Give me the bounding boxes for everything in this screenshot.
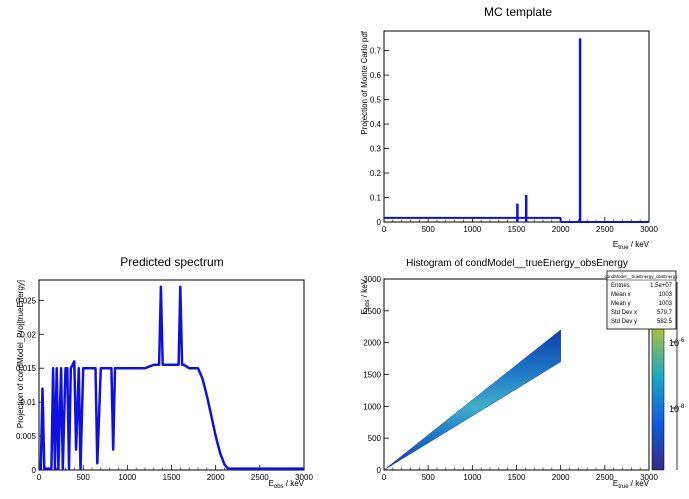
stats-label: Mean x xyxy=(611,292,631,298)
panel-histogram-2d: Histogram of condModel__trueEnergy_obsEn… xyxy=(360,258,685,490)
histogram-2d-xtick-label: 1500 xyxy=(508,473,526,482)
mc-template-xtick-label: 1000 xyxy=(463,225,481,234)
predicted-spectrum-xtick-label: 3000 xyxy=(295,473,313,482)
histogram-2d-xtick-label: 2000 xyxy=(552,473,570,482)
predicted-spectrum-line xyxy=(39,285,304,470)
histogram-2d-band xyxy=(383,329,561,471)
histogram-2d-ytick-label: 2500 xyxy=(363,307,381,316)
mc-template-ytick-label: 0.2 xyxy=(370,169,382,178)
stats-label: Entries xyxy=(611,283,630,289)
mc-template-ytick-label: 0.5 xyxy=(370,96,382,105)
colorbar-label-2: 10-8 xyxy=(669,404,685,414)
predicted-spectrum-ytick-label: 0.02 xyxy=(20,330,36,339)
mc-template-ytick-label: 0.3 xyxy=(370,145,382,154)
mc-template-ytick-label: 0.6 xyxy=(370,71,382,80)
histogram-2d-xtick-label: 3000 xyxy=(640,473,658,482)
histogram-2d-ytick-label: 500 xyxy=(368,434,382,443)
panel-predicted-spectrum: Predicted spectrum 0 500 1000 1500 2000 2500 3… xyxy=(16,255,313,490)
histogram-2d-ticks: 0 500 1000 1500 2000 2500 3000 0 500 1000 1500 2000… xyxy=(363,275,658,482)
mc-template-xtick-label: 2500 xyxy=(596,225,614,234)
stats-label: Std Dev y xyxy=(611,319,637,325)
mc-template-ticks: 0 500 1000 1500 2000 2500 3000 0 0.1 0.2 0.3 0.4 0.5… xyxy=(370,47,659,234)
predicted-spectrum-xtick-label: 0 xyxy=(37,473,42,482)
stats-value: 579.7 xyxy=(657,310,673,316)
stats-value: 1003 xyxy=(659,301,673,307)
predicted-spectrum-xtick-label: 2000 xyxy=(207,473,225,482)
predicted-spectrum-xtick-label: 1000 xyxy=(118,473,136,482)
mc-template-frame xyxy=(383,30,650,223)
histogram-2d-xtick-label: 0 xyxy=(382,473,387,482)
stats-label: Mean y xyxy=(611,301,631,307)
predicted-spectrum-xtick-label: 1500 xyxy=(163,473,181,482)
predicted-spectrum-ytick-label: 0.015 xyxy=(16,364,37,373)
histogram-2d-ylabel: Eobs / keV xyxy=(360,278,371,314)
predicted-spectrum-ticks: 0 500 1000 1500 2000 2500 3000 0 0.005 0.01 0.015 0… xyxy=(16,296,313,482)
histogram-2d-xtick-label: 500 xyxy=(421,473,435,482)
predicted-spectrum-xtick-label: 2500 xyxy=(251,473,269,482)
mc-template-ytick-label: 0.1 xyxy=(370,194,382,203)
predicted-spectrum-xlabel: Eobs / keV xyxy=(269,479,305,490)
predicted-spectrum-ytick-label: 0.005 xyxy=(16,432,37,441)
predicted-spectrum-title: Predicted spectrum xyxy=(120,255,223,269)
panel-mc-template: MC template 0 500 1000 1500 2000 2500 3000 0 0.1… xyxy=(360,5,658,251)
mc-template-xlabel: Etrue / keV xyxy=(613,240,650,251)
histogram-2d-title: Histogram of condModel__trueEnergy_obsEn… xyxy=(406,258,628,269)
mc-template-xtick-label: 1500 xyxy=(508,225,526,234)
histogram-2d-xtick-label: 2500 xyxy=(596,473,614,482)
histogram-2d-ytick-label: 0 xyxy=(377,466,382,475)
colorbar-label-1: 10-6 xyxy=(669,338,685,348)
stats-label: Std Dev x xyxy=(611,310,637,316)
stats-value: 1.5e+07 xyxy=(650,283,673,289)
mc-template-ytick-label: 0.7 xyxy=(370,47,382,56)
predicted-spectrum-ytick-label: 0.01 xyxy=(20,398,36,407)
mc-template-xtick-label: 0 xyxy=(382,225,387,234)
stats-value: 1003 xyxy=(659,292,673,298)
predicted-spectrum-xtick-label: 500 xyxy=(76,473,90,482)
mc-template-title: MC template xyxy=(484,5,552,19)
histogram-2d-marks xyxy=(383,329,561,471)
histogram-2d-xtick-label: 1000 xyxy=(463,473,481,482)
stats-box: condModel__trueEnergy_obsEnergy Entries 1… xyxy=(604,270,678,330)
mc-template-ylabel: Projection of Monte Carlo pdf xyxy=(360,30,369,134)
mc-template-marks xyxy=(384,38,649,223)
histogram-2d-xlabel: Etrue / keV xyxy=(613,479,650,490)
predicted-spectrum-ylabel: Projection of condModel_Proj[trueEnergy] xyxy=(16,280,25,428)
histogram-2d-ytick-label: 3000 xyxy=(363,275,381,284)
stats-value: 582.5 xyxy=(657,319,673,325)
histogram-2d-ytick-label: 1000 xyxy=(363,402,381,411)
mc-template-xtick-label: 500 xyxy=(421,225,435,234)
predicted-spectrum-ytick-label: 0.025 xyxy=(16,296,37,305)
mc-template-xtick-label: 2000 xyxy=(552,225,570,234)
stats-box-title: condModel__trueEnergy_obsEnergy xyxy=(604,274,678,279)
predicted-spectrum-marks xyxy=(39,285,304,470)
histogram-2d-ytick-label: 1500 xyxy=(363,371,381,380)
histogram-2d-ytick-label: 2000 xyxy=(363,339,381,348)
predicted-spectrum-ytick-label: 0 xyxy=(32,466,37,475)
mc-template-ytick-label: 0.4 xyxy=(370,120,382,129)
mc-template-ytick-label: 0 xyxy=(377,218,382,227)
mc-template-xtick-label: 3000 xyxy=(640,225,658,234)
